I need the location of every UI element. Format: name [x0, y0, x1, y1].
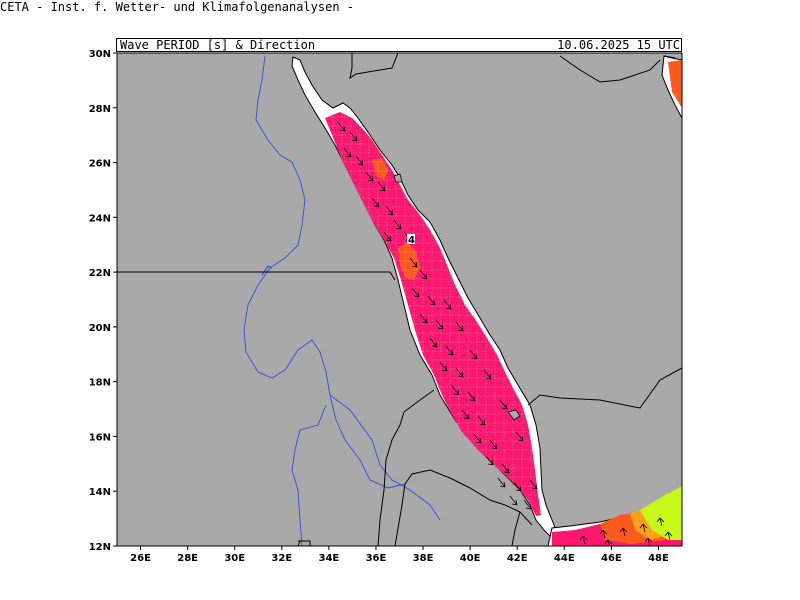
direction-arrow — [469, 349, 478, 360]
white-nile — [291, 404, 327, 546]
lat-tick-label: 30N — [89, 49, 111, 60]
direction-arrow — [385, 205, 394, 216]
lon-tick-label: 28E — [177, 553, 198, 564]
direction-arrow — [483, 369, 492, 380]
direction-arrow — [409, 257, 418, 268]
gulf-field — [668, 60, 682, 108]
direction-arrow — [515, 431, 524, 442]
direction-arrow — [337, 121, 346, 132]
blue-nile — [329, 394, 441, 521]
land-area — [117, 53, 682, 546]
country-borders — [117, 53, 682, 546]
direction-arrow — [461, 409, 470, 420]
direction-arrow — [489, 439, 498, 450]
map-frame — [116, 52, 683, 547]
direction-arrow — [467, 391, 476, 402]
lon-tick-label: 42E — [507, 553, 528, 564]
nile-river — [243, 55, 406, 489]
lat-tick-label: 26N — [89, 159, 111, 170]
direction-arrow — [604, 539, 613, 546]
direction-arrow — [477, 415, 486, 426]
lat-tick-label: 22N — [89, 268, 111, 279]
lon-tick-label: 46E — [601, 553, 622, 564]
organization-header: CETA - Inst. f. Wetter- und Klimafolgena… — [0, 0, 355, 14]
direction-arrows — [337, 121, 673, 546]
max-label: 4 — [408, 235, 415, 246]
direction-arrow — [513, 481, 522, 492]
lon-tick-label: 48E — [648, 553, 669, 564]
direction-arrow — [365, 171, 374, 182]
direction-arrow — [435, 319, 444, 330]
direction-arrow — [499, 399, 508, 410]
direction-arrow — [439, 361, 448, 372]
direction-arrow — [644, 537, 653, 546]
direction-arrow — [501, 463, 510, 474]
island-north — [393, 173, 403, 183]
direction-arrow — [343, 147, 352, 158]
direction-arrow — [523, 499, 532, 510]
direction-arrow — [473, 433, 482, 444]
direction-arrow — [599, 529, 608, 539]
latitude-axis: 30N 28N 26N 24N 22N 20N 18N 16N 14N 12N — [89, 49, 117, 553]
direction-arrow — [443, 299, 452, 310]
max-label-box — [407, 234, 415, 244]
direction-arrow — [664, 531, 673, 541]
direction-arrow — [656, 517, 665, 527]
longitude-axis: 26E 28E 30E 32E 34E 36E 38E 40E 42E 44E 46E 48E — [130, 546, 669, 564]
dahlak-island — [507, 409, 521, 421]
lat-tick-label: 12N — [89, 542, 111, 553]
lat-tick-label: 20N — [89, 323, 111, 334]
lon-tick-label: 40E — [460, 553, 481, 564]
direction-arrow — [579, 535, 588, 545]
direction-arrow — [383, 231, 392, 242]
lon-tick-label: 44E — [554, 553, 575, 564]
direction-arrow — [429, 337, 438, 348]
direction-arrow — [427, 295, 436, 306]
direction-arrow — [355, 155, 364, 166]
direction-arrow — [639, 523, 648, 533]
lon-tick-label: 32E — [271, 553, 292, 564]
lat-tick-label: 28N — [89, 104, 111, 115]
period-grid-overlay — [325, 112, 541, 516]
direction-arrow — [393, 219, 402, 230]
direction-arrow — [455, 367, 464, 378]
direction-arrow — [419, 269, 428, 280]
lat-tick-label: 16N — [89, 432, 111, 443]
lat-tick-label: 18N — [89, 378, 111, 389]
lat-tick-label: 14N — [89, 487, 111, 498]
direction-arrow — [529, 479, 538, 490]
direction-arrow — [497, 477, 506, 488]
lon-tick-label: 36E — [366, 553, 387, 564]
direction-arrow — [377, 181, 386, 192]
direction-arrow — [485, 455, 494, 466]
lon-tick-label: 26E — [130, 553, 151, 564]
valid-time: 10.06.2025 15 UTC — [557, 38, 680, 52]
direction-arrow — [349, 131, 358, 142]
aden-field-low — [640, 486, 682, 540]
direction-arrow — [619, 527, 628, 537]
direction-arrow — [451, 385, 460, 396]
direction-arrow — [419, 313, 428, 324]
direction-arrow — [411, 287, 420, 298]
lon-tick-label: 38E — [413, 553, 434, 564]
title-box — [116, 38, 682, 52]
direction-arrow — [371, 197, 380, 208]
lat-tick-label: 24N — [89, 213, 111, 224]
direction-arrow — [445, 345, 454, 356]
lon-tick-label: 34E — [319, 553, 340, 564]
lon-tick-label: 30E — [224, 553, 245, 564]
direction-arrow — [455, 321, 464, 332]
map-title: Wave_PERIOD_[s]_&_Direction — [120, 38, 316, 52]
direction-arrow — [509, 495, 518, 506]
